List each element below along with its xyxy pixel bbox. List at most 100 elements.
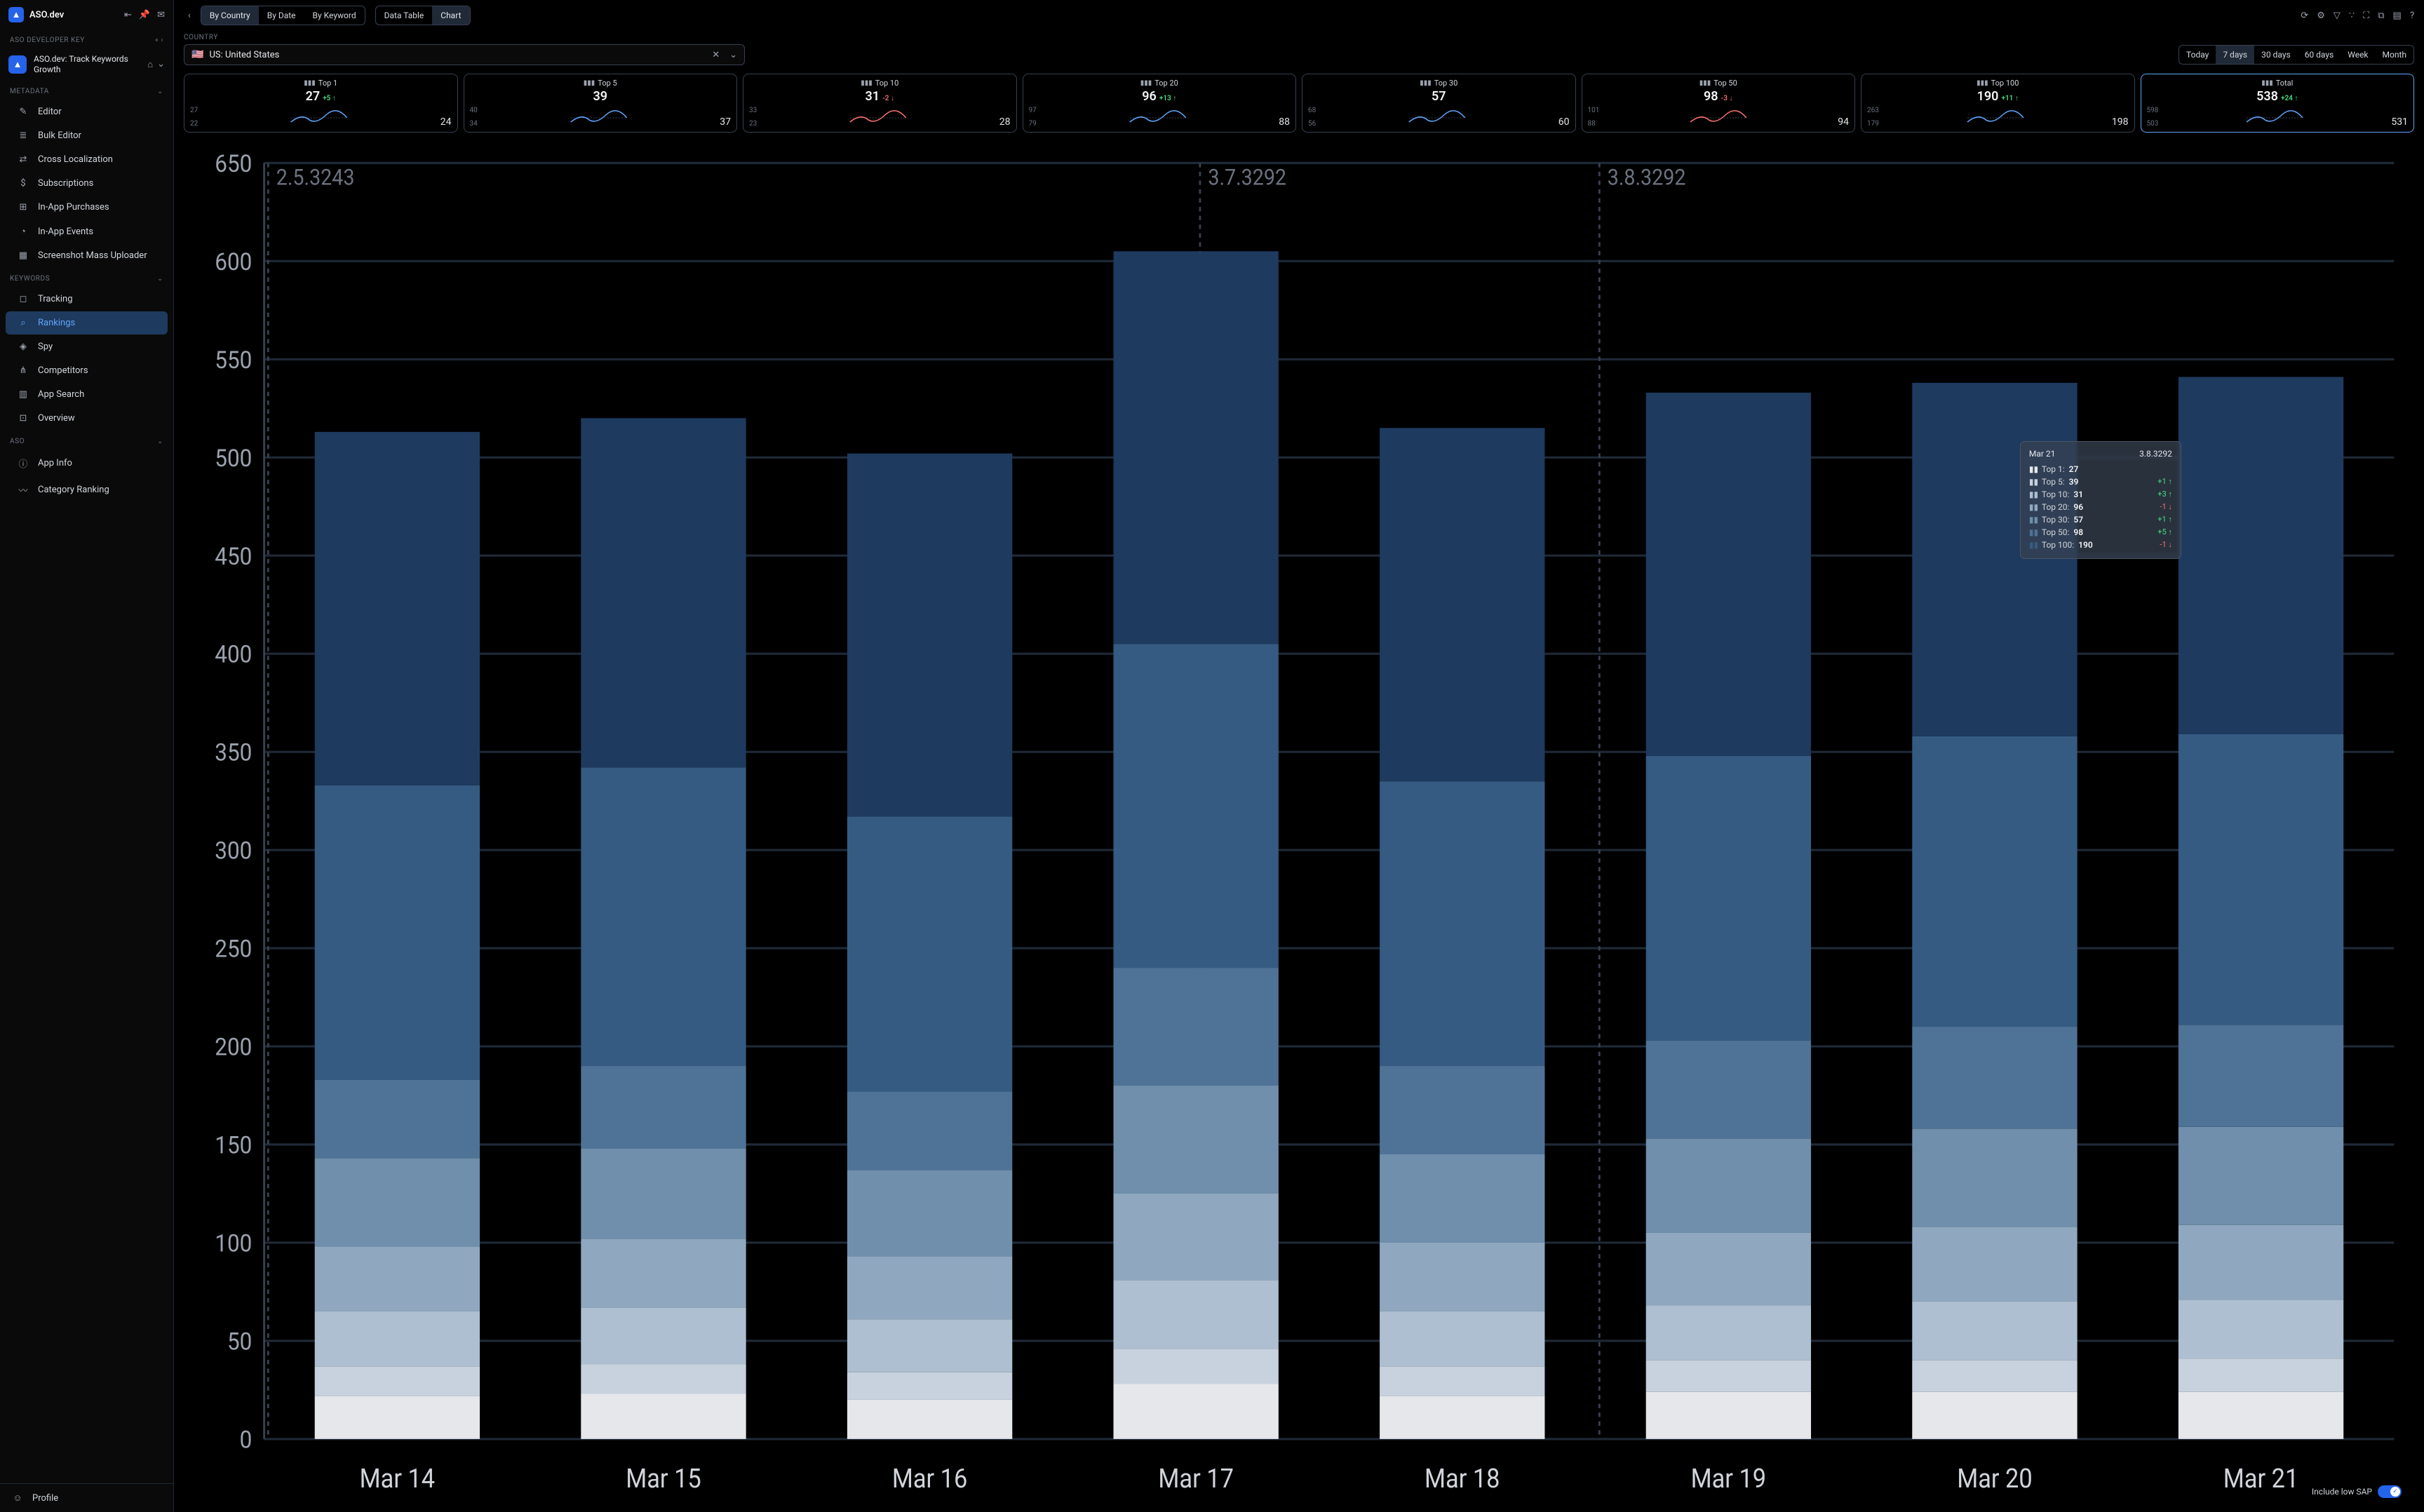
bar-segment[interactable] <box>1380 428 1544 781</box>
bar-segment[interactable] <box>1912 1302 2077 1361</box>
collapse-icon[interactable]: ⇤ <box>124 10 132 20</box>
bar-segment[interactable] <box>581 768 746 1066</box>
clear-icon[interactable]: ✕ <box>708 50 724 60</box>
bar-segment[interactable] <box>2179 1392 2343 1439</box>
bar-segment[interactable] <box>2179 734 2343 1025</box>
bar-segment[interactable] <box>1380 1066 1544 1154</box>
bar-segment[interactable] <box>581 1238 746 1307</box>
filter-icon[interactable]: ▽ <box>2334 11 2341 21</box>
sidebar-item-subscriptions[interactable]: $Subscriptions <box>6 172 168 195</box>
tab-by-date[interactable]: By Date <box>259 6 304 25</box>
bar-segment[interactable] <box>847 1257 1012 1320</box>
bar-segment[interactable] <box>1114 1384 1279 1439</box>
bar-segment[interactable] <box>1380 1396 1544 1439</box>
dev-key-prev-icon[interactable]: « <box>155 36 159 44</box>
bar-segment[interactable] <box>1646 1041 1811 1139</box>
chevron-down-icon[interactable]: ⌄ <box>157 59 165 70</box>
stat-card-total[interactable]: ▮▮▮Total 538+24 ↑ 598503 531 <box>2141 74 2415 133</box>
bar-segment[interactable] <box>1380 781 1544 1066</box>
bar-segment[interactable] <box>315 785 480 1080</box>
stat-card-top-50[interactable]: ▮▮▮Top 50 98-3 ↓ 10188 94 <box>1582 74 1856 133</box>
bar-segment[interactable] <box>581 1307 746 1364</box>
sidebar-item-in-app-purchases[interactable]: ⊞In-App Purchases <box>6 196 168 219</box>
stat-card-top-5[interactable]: ▮▮▮Top 5 39 4034 37 <box>464 74 738 133</box>
bar-segment[interactable] <box>1114 644 1279 968</box>
section-keywords[interactable]: KEYWORDS ⌄ <box>0 268 173 287</box>
sidebar-item-overview[interactable]: ⊡Overview <box>6 407 168 430</box>
sidebar-item-cross-localization[interactable]: ⇄Cross Localization <box>6 148 168 171</box>
bar-segment[interactable] <box>1912 1361 2077 1392</box>
tab-by-country[interactable]: By Country <box>201 6 259 25</box>
bar-segment[interactable] <box>847 1170 1012 1256</box>
tab-by-keyword[interactable]: By Keyword <box>304 6 365 25</box>
bar-segment[interactable] <box>1912 1129 2077 1227</box>
bar-segment[interactable] <box>2179 1225 2343 1300</box>
app-selector[interactable]: ▲ ASO.dev: Track Keywords Growth ⌂ ⌄ <box>0 48 173 81</box>
range-30-days[interactable]: 30 days <box>2254 46 2298 64</box>
tab-data-table[interactable]: Data Table <box>376 6 433 25</box>
sidebar-item-category-ranking[interactable]: 〰Category Ranking <box>6 477 168 503</box>
bar-segment[interactable] <box>847 1319 1012 1372</box>
sidebar-item-spy[interactable]: ◈Spy <box>6 335 168 358</box>
export-icon[interactable]: ▤ <box>2393 11 2402 21</box>
profile-link[interactable]: ☺ Profile <box>0 1483 173 1512</box>
bar-segment[interactable] <box>1114 1280 1279 1349</box>
bar-segment[interactable] <box>847 1091 1012 1170</box>
help-icon[interactable]: ? <box>2410 11 2414 21</box>
bar-segment[interactable] <box>1912 383 2077 736</box>
bar-segment[interactable] <box>1114 968 1279 1086</box>
bar-segment[interactable] <box>315 432 480 785</box>
bar-segment[interactable] <box>581 1149 746 1239</box>
toggle-switch[interactable] <box>2378 1485 2402 1498</box>
section-aso[interactable]: ASO ⌄ <box>0 431 173 450</box>
bar-segment[interactable] <box>847 817 1012 1092</box>
chevron-down-icon[interactable]: ⌄ <box>729 50 737 60</box>
bar-segment[interactable] <box>1380 1366 1544 1396</box>
range-month[interactable]: Month <box>2376 46 2413 64</box>
stat-card-top-20[interactable]: ▮▮▮Top 20 96+13 ↑ 9779 88 <box>1023 74 1297 133</box>
bar-segment[interactable] <box>1912 1392 2077 1439</box>
country-select[interactable]: 🇺🇸 US: United States ✕ ⌄ <box>184 44 745 65</box>
bar-segment[interactable] <box>1912 1227 2077 1302</box>
range-today[interactable]: Today <box>2179 46 2216 64</box>
stat-card-top-10[interactable]: ▮▮▮Top 10 31-2 ↓ 3323 28 <box>743 74 1017 133</box>
bar-segment[interactable] <box>847 1400 1012 1439</box>
bar-segment[interactable] <box>1114 251 1279 644</box>
bar-segment[interactable] <box>315 1396 480 1439</box>
bar-segment[interactable] <box>581 418 746 767</box>
bar-segment[interactable] <box>1380 1311 1544 1366</box>
aso-collapse-icon[interactable]: ⌄ <box>157 438 163 445</box>
tab-chart[interactable]: Chart <box>432 6 469 25</box>
bar-segment[interactable] <box>1646 1392 1811 1439</box>
pin-icon[interactable]: 📌 <box>139 10 150 20</box>
bar-segment[interactable] <box>2179 1127 2343 1225</box>
bar-segment[interactable] <box>1114 1349 1279 1384</box>
refresh-icon[interactable]: ⟳ <box>2301 11 2308 21</box>
bar-segment[interactable] <box>581 1365 746 1394</box>
sidebar-item-editor[interactable]: ✎Editor <box>6 100 168 123</box>
bar-segment[interactable] <box>2179 377 2343 734</box>
bar-segment[interactable] <box>1646 756 1811 1041</box>
bar-segment[interactable] <box>1912 736 2077 1027</box>
fullscreen-icon[interactable]: ⛶ <box>2363 11 2369 21</box>
bar-segment[interactable] <box>581 1066 746 1149</box>
bar-segment[interactable] <box>2179 1300 2343 1358</box>
device-icon[interactable]: ⌂ <box>147 59 153 70</box>
share-icon[interactable]: ∵ <box>2349 11 2355 21</box>
bar-segment[interactable] <box>1646 1306 1811 1361</box>
sidebar-item-bulk-editor[interactable]: ≣Bulk Editor <box>6 124 168 147</box>
bar-segment[interactable] <box>1646 1139 1811 1233</box>
sidebar-item-tracking[interactable]: ◻Tracking <box>6 288 168 311</box>
back-button[interactable]: ‹ <box>184 8 195 24</box>
copy-icon[interactable]: ⧉ <box>2378 11 2384 21</box>
sidebar-item-rankings[interactable]: ⌕Rankings <box>6 311 168 335</box>
bar-segment[interactable] <box>1912 1027 2077 1129</box>
sidebar-item-screenshot-mass-uploader[interactable]: ▦Screenshot Mass Uploader <box>6 244 168 267</box>
bar-segment[interactable] <box>2179 1358 2343 1392</box>
bar-segment[interactable] <box>1380 1243 1544 1311</box>
bar-segment[interactable] <box>315 1311 480 1366</box>
bar-segment[interactable] <box>1114 1194 1279 1280</box>
bar-segment[interactable] <box>315 1366 480 1396</box>
dev-key-next-icon[interactable]: › <box>161 36 163 44</box>
bar-segment[interactable] <box>1646 393 1811 756</box>
